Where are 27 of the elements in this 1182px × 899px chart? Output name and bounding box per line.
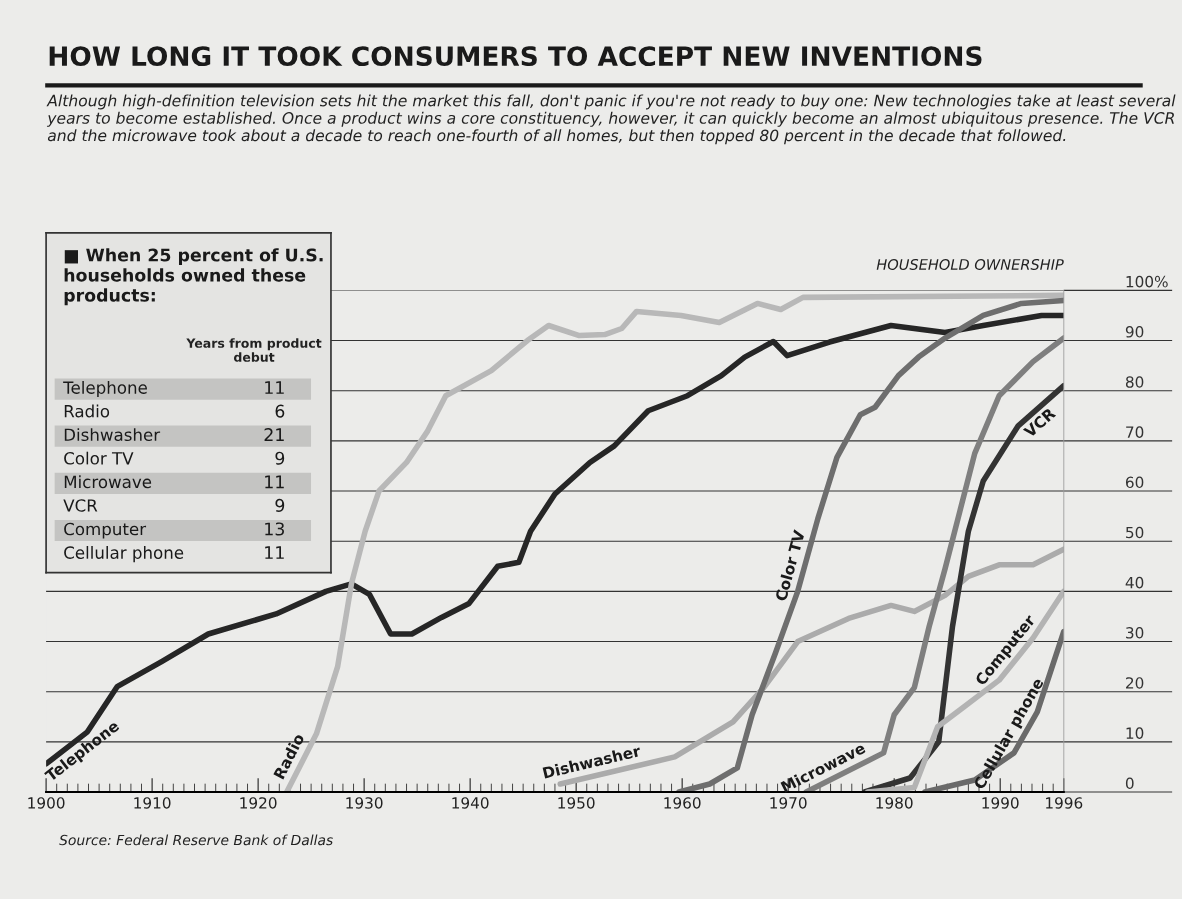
y-tick-label: 20 — [1126, 677, 1144, 689]
y-tick-label: 60 — [1125, 476, 1144, 489]
text: Color TV — [774, 529, 806, 602]
y-tick-label: 90 — [1125, 326, 1144, 338]
x-tick-label: 1930 — [346, 797, 383, 809]
chart-title: HOW LONG IT TOOK CONSUMERS TO ACCEPT NEW INVENTIONS — [49, 46, 982, 67]
y-tick-label: 100% — [1126, 275, 1168, 288]
x-tick-label: 1920 — [240, 797, 277, 809]
x-tick-label: 1996 — [1046, 797, 1083, 809]
x-tick-label: 1970 — [770, 797, 807, 809]
x-tick-label: 1940 — [452, 797, 489, 809]
x-tick-label: 1980 — [876, 797, 913, 809]
x-tick-label: 1910 — [134, 797, 171, 809]
y-tick-label: 10 — [1126, 727, 1144, 739]
x-tick-label: 1990 — [982, 797, 1019, 809]
chart-subtitle: Although high-definition television sets hit the market this fall, don't panic if you're not ready to buy one: New technologies take at least several years to become established. Once a product wins a core constituency, however, it can quickly become an almost ubiquitous presence. The VCR and the microwave took about a decade to reach one-fourth of all homes, but then topped 80 percent in the decade that followed. — [46, 94, 1176, 145]
y-tick-label: 50 — [1126, 526, 1144, 539]
y-tick-label: 80 — [1125, 376, 1144, 388]
y-axis-title: HOUSEHOLD OWNERSHIP — [876, 258, 1064, 270]
x-tick-label: 1960 — [664, 797, 701, 809]
x-tick-label: 1950 — [558, 797, 595, 809]
y-tick-label: 0 — [1125, 777, 1134, 790]
y-tick-label: 40 — [1125, 576, 1144, 589]
y-tick-label: 70 — [1126, 426, 1144, 438]
x-tick-label: 1900 — [28, 797, 65, 809]
y-tick-label: 30 — [1126, 627, 1144, 639]
source-note: Source: Federal Reserve Bank of Dallas — [59, 834, 333, 846]
